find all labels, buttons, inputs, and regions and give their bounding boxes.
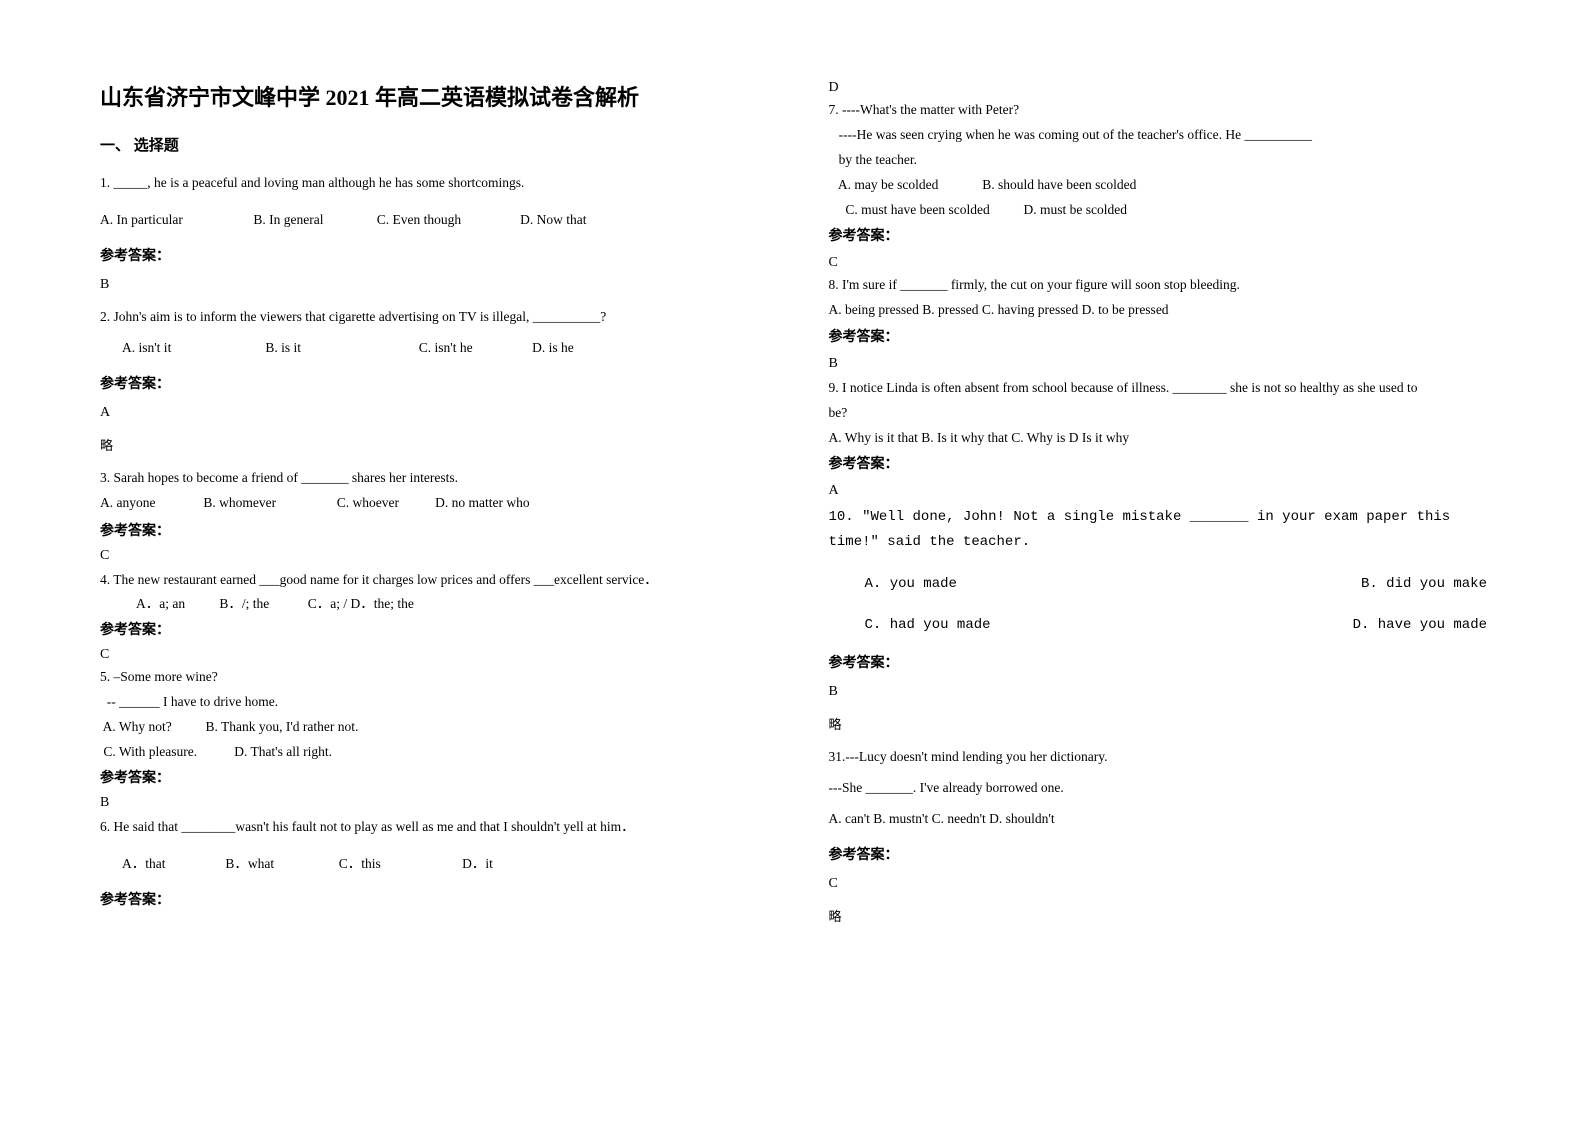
q7-line2: ----He was seen crying when he was comin… — [829, 125, 1488, 146]
q10-line2: time!" said the teacher. — [829, 530, 1488, 555]
q5-line1: 5. –Some more wine? — [100, 667, 759, 688]
q10-answer: B — [829, 684, 1488, 700]
q1-opt-a: A. In particular — [100, 210, 250, 231]
q9-options: A. Why is it that B. Is it why that C. W… — [829, 428, 1488, 449]
q8-answer-label: 参考答案： — [829, 326, 1488, 346]
q2-opt-d: D. is he — [532, 338, 574, 359]
q31-line2: ---She _______. I've already borrowed on… — [829, 778, 1488, 799]
q10-answer-label: 参考答案： — [829, 652, 1488, 672]
q3-options: A. anyone B. whomever C. whoever D. no m… — [100, 493, 759, 514]
q31-answer: C — [829, 876, 1488, 892]
q10-opt-d: D. have you made — [1353, 613, 1487, 638]
q2-stem: 2. John's aim is to inform the viewers t… — [100, 307, 759, 328]
q9-answer: A — [829, 483, 1488, 499]
exam-page: 山东省济宁市文峰中学 2021 年高二英语模拟试卷含解析 一、 选择题 1. _… — [0, 0, 1587, 965]
q10-opt-b: B. did you make — [1361, 572, 1487, 597]
q10-opt-a: A. you made — [865, 572, 957, 597]
left-column: 山东省济宁市文峰中学 2021 年高二英语模拟试卷含解析 一、 选择题 1. _… — [100, 80, 759, 925]
q9-line1: 9. I notice Linda is often absent from s… — [829, 378, 1488, 399]
q7-answer-label: 参考答案： — [829, 225, 1488, 245]
q1-answer-label: 参考答案： — [100, 245, 759, 265]
q5-line3: A. Why not? B. Thank you, I'd rather not… — [100, 717, 759, 738]
q6-answer: D — [829, 80, 1488, 96]
q1-opt-c: C. Even though — [377, 210, 517, 231]
q7-line1: 7. ----What's the matter with Peter? — [829, 100, 1488, 121]
q4-answer-label: 参考答案： — [100, 619, 759, 639]
q31-note: 略 — [829, 906, 1488, 925]
q4-options: A．a; an B．/; the C．a; / D．the; the — [100, 594, 759, 615]
q5-line2: -- ______ I have to drive home. — [100, 692, 759, 713]
q4-answer: C — [100, 647, 759, 663]
q2-note: 略 — [100, 435, 759, 454]
q10-opt-c: C. had you made — [865, 613, 991, 638]
q2-opt-b: B. is it — [265, 338, 415, 359]
q3-opt-d: D. no matter who — [435, 493, 529, 514]
q6-stem: 6. He said that ________wasn't his fault… — [100, 817, 759, 838]
q4-opt-cd: C．a; / D．the; the — [308, 594, 414, 615]
q3-answer: C — [100, 548, 759, 564]
q6-answer-label: 参考答案： — [100, 889, 759, 909]
q6-options: A．that B．what C．this D．it — [100, 854, 759, 875]
q6-opt-b: B．what — [225, 854, 335, 875]
q6-opt-a: A．that — [122, 854, 222, 875]
q7-line4: A. may be scolded B. should have been sc… — [829, 175, 1488, 196]
q3-stem: 3. Sarah hopes to become a friend of ___… — [100, 468, 759, 489]
q5-answer-label: 参考答案： — [100, 767, 759, 787]
q7-line5: C. must have been scolded D. must be sco… — [829, 200, 1488, 221]
q7-answer: C — [829, 255, 1488, 271]
q31-line1: 31.---Lucy doesn't mind lending you her … — [829, 747, 1488, 768]
q10-opts-row2: C. had you made D. have you made — [829, 613, 1488, 638]
q31-answer-label: 参考答案： — [829, 844, 1488, 864]
q10-note: 略 — [829, 714, 1488, 733]
q9-answer-label: 参考答案： — [829, 453, 1488, 473]
q7-line3: by the teacher. — [829, 150, 1488, 171]
q1-opt-d: D. Now that — [520, 210, 586, 231]
q3-opt-b: B. whomever — [203, 493, 333, 514]
q9-line2: be? — [829, 403, 1488, 424]
q3-opt-c: C. whoever — [337, 493, 432, 514]
q4-opt-a: A．a; an — [136, 594, 216, 615]
q10-opts-row1: A. you made B. did you make — [829, 572, 1488, 597]
q6-opt-d: D．it — [462, 854, 493, 875]
q2-answer-label: 参考答案： — [100, 373, 759, 393]
q31-options: A. can't B. mustn't C. needn't D. should… — [829, 809, 1488, 830]
document-title: 山东省济宁市文峰中学 2021 年高二英语模拟试卷含解析 — [100, 80, 759, 112]
q1-options: A. In particular B. In general C. Even t… — [100, 210, 759, 231]
q2-options: A. isn't it B. is it C. isn't he D. is h… — [100, 338, 759, 359]
q8-stem: 8. I'm sure if _______ firmly, the cut o… — [829, 275, 1488, 296]
q3-answer-label: 参考答案： — [100, 520, 759, 540]
q6-opt-c: C．this — [339, 854, 459, 875]
section-heading: 一、 选择题 — [100, 134, 759, 155]
q3-opt-a: A. anyone — [100, 493, 200, 514]
q8-answer: B — [829, 356, 1488, 372]
right-column: D 7. ----What's the matter with Peter? -… — [829, 80, 1488, 925]
q2-answer: A — [100, 405, 759, 421]
q10-line1: 10. "Well done, John! Not a single mista… — [829, 505, 1488, 530]
q5-answer: B — [100, 795, 759, 811]
q8-options: A. being pressed B. pressed C. having pr… — [829, 300, 1488, 321]
q4-opt-b: B．/; the — [219, 594, 304, 615]
q1-stem: 1. _____, he is a peaceful and loving ma… — [100, 173, 759, 194]
q1-answer: B — [100, 277, 759, 293]
q5-line4: C. With pleasure. D. That's all right. — [100, 742, 759, 763]
q1-opt-b: B. In general — [253, 210, 373, 231]
q2-opt-a: A. isn't it — [122, 338, 262, 359]
q2-opt-c: C. isn't he — [419, 338, 529, 359]
q4-stem: 4. The new restaurant earned ___good nam… — [100, 570, 759, 591]
